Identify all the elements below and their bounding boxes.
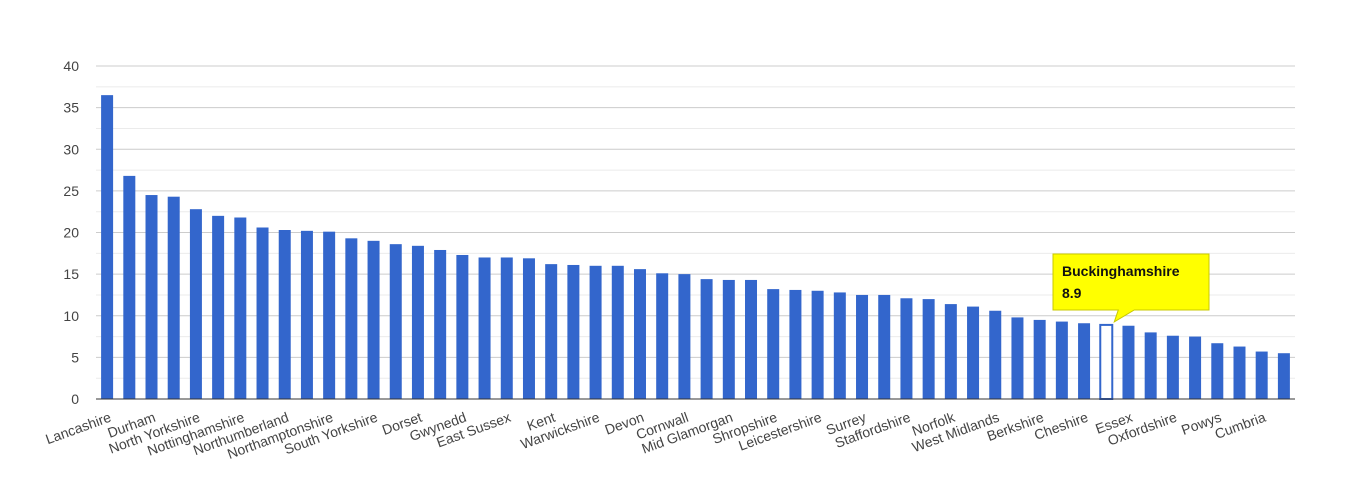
- y-tick-label: 30: [63, 141, 79, 157]
- x-tick-label: Cumbria: [1213, 409, 1268, 442]
- bar: [278, 230, 291, 399]
- bar: [767, 289, 780, 399]
- bar: [367, 240, 380, 399]
- bar: [700, 279, 713, 399]
- gridlines: [96, 65, 1295, 400]
- bar: [1055, 321, 1068, 399]
- bar: [1255, 351, 1268, 399]
- bar: [567, 264, 580, 399]
- bar: [1122, 325, 1135, 399]
- bar: [611, 265, 624, 399]
- bar: [900, 298, 913, 399]
- bar: [589, 265, 602, 399]
- tooltip-value: 8.9: [1062, 285, 1082, 301]
- bar: [633, 269, 646, 399]
- bar: [789, 289, 802, 399]
- bar: [722, 279, 735, 399]
- bar: [1011, 317, 1024, 399]
- bar: [656, 273, 669, 399]
- y-tick-label: 0: [71, 391, 79, 407]
- bar: [1078, 323, 1091, 399]
- tooltip-label: Buckinghamshire: [1062, 263, 1180, 279]
- tooltip-box: [1052, 253, 1210, 324]
- bar: [123, 175, 136, 399]
- bar: [1166, 335, 1179, 399]
- bar: [989, 310, 1002, 399]
- y-tick-label: 25: [63, 183, 79, 199]
- bar: [1033, 319, 1046, 399]
- bar: [167, 196, 180, 399]
- bar: [389, 244, 402, 399]
- bar: [856, 294, 869, 399]
- bar: [522, 258, 535, 399]
- bar: [1233, 346, 1246, 399]
- y-tick-label: 10: [63, 308, 79, 324]
- bar: [234, 217, 247, 399]
- bars: [101, 95, 1290, 400]
- y-tick-label: 5: [71, 349, 79, 365]
- bar: [500, 257, 513, 399]
- bar: [478, 257, 491, 399]
- bar: [811, 290, 824, 399]
- bar: [1189, 336, 1202, 399]
- y-axis: 0 5 10 15 20 25 30 35 40: [63, 58, 79, 407]
- bar: [878, 294, 891, 399]
- bar: [944, 304, 957, 399]
- bar: [1144, 332, 1157, 399]
- bar-highlighted: [1099, 323, 1114, 400]
- tooltip: Buckinghamshire 8.9: [1052, 253, 1210, 324]
- y-tick-label: 15: [63, 266, 79, 282]
- bar: [967, 306, 980, 399]
- bar: [1277, 353, 1290, 399]
- bar: [323, 231, 336, 399]
- bar: [545, 264, 558, 399]
- bar: [1211, 343, 1224, 399]
- y-tick-label: 35: [63, 100, 79, 116]
- bar: [745, 279, 758, 399]
- bar: [212, 215, 225, 399]
- bar: [833, 292, 846, 399]
- x-tick-label: Lancashire: [43, 409, 113, 448]
- bar: [300, 230, 313, 399]
- bar: [101, 95, 114, 399]
- bar: [411, 245, 424, 399]
- bar: [189, 209, 202, 399]
- bar: [922, 299, 935, 399]
- y-tick-label: 20: [63, 225, 79, 241]
- bar: [256, 227, 269, 399]
- bar: [456, 254, 469, 399]
- bar: [678, 274, 691, 400]
- bar: [434, 249, 447, 399]
- y-tick-label: 40: [63, 58, 79, 74]
- bar: [345, 238, 358, 399]
- bar: [145, 195, 158, 399]
